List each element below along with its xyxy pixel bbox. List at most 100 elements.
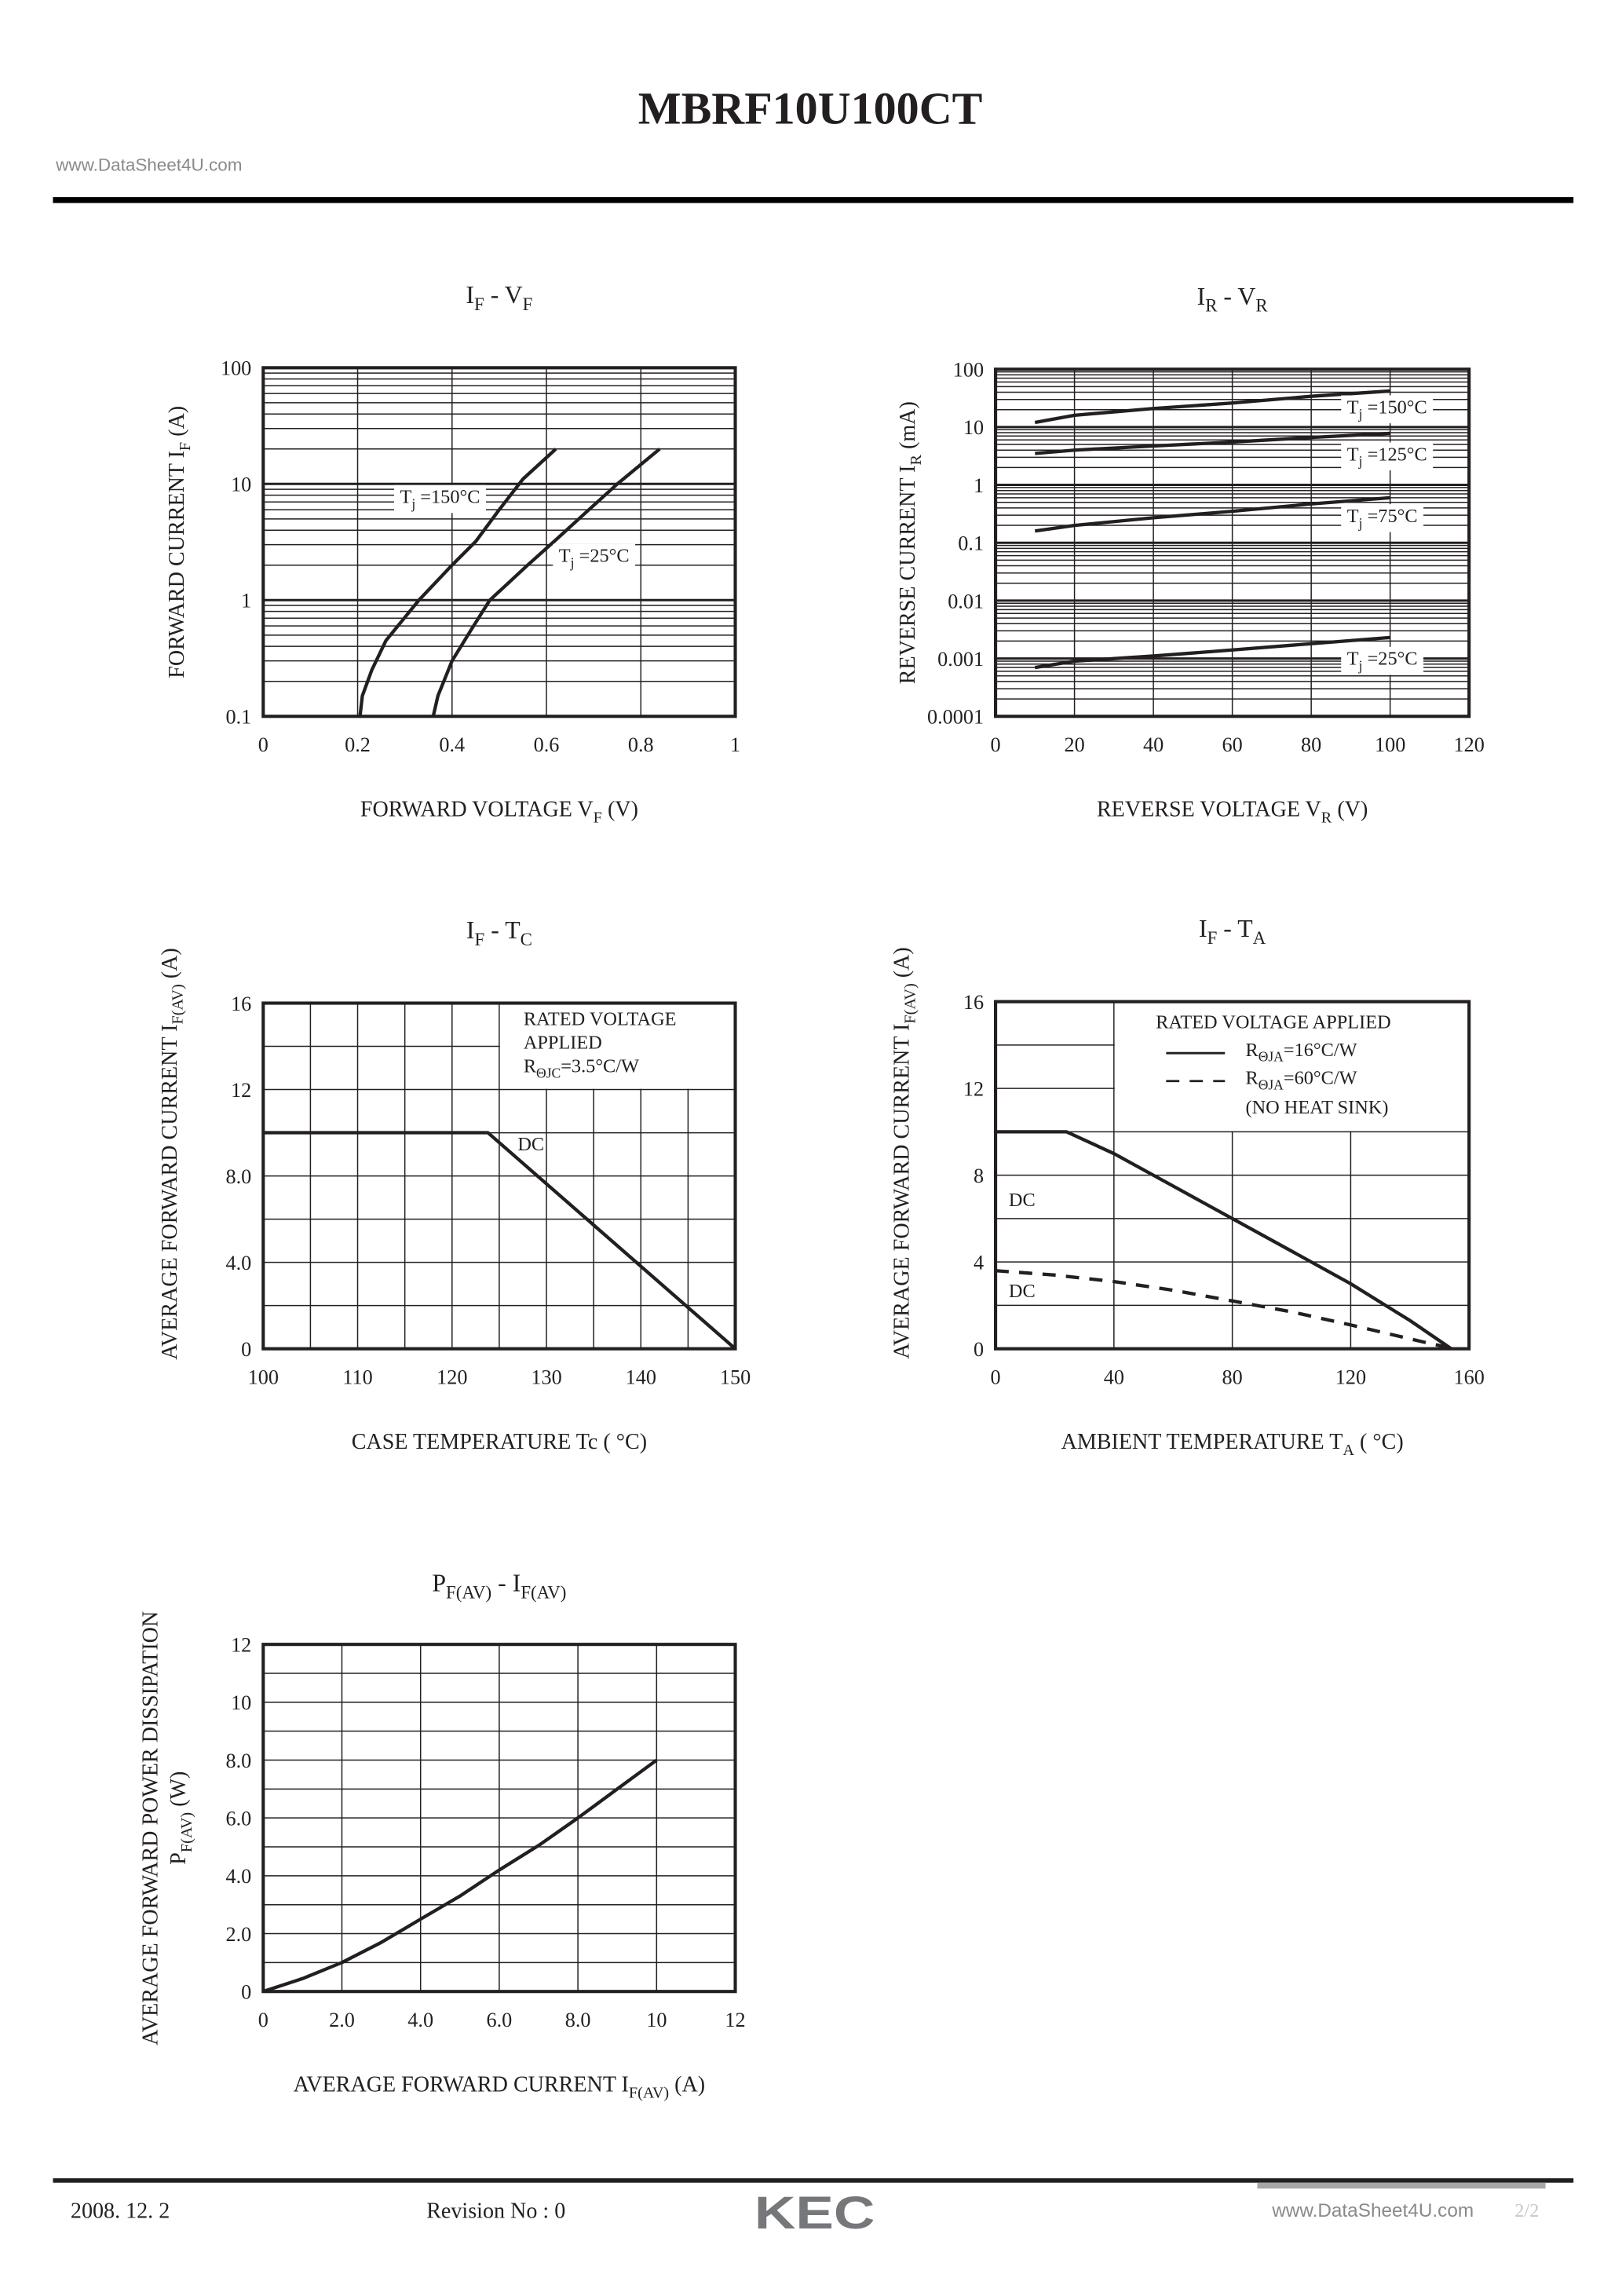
text-segment: (V): [602, 798, 638, 822]
series-line: [262, 1758, 658, 1994]
subscript: A: [1253, 928, 1266, 948]
text-segment: T: [400, 487, 411, 508]
footer-rule: [53, 2178, 1574, 2183]
y-tick-label: 4.0: [226, 1865, 252, 1888]
subscript: F: [594, 809, 602, 826]
subscript: C: [521, 930, 532, 949]
text-segment: AVERAGE FORWARD POWER DISSIPATION: [138, 1611, 163, 2046]
text-segment: =60°C/W: [1284, 1068, 1357, 1089]
subscript: F(AV): [901, 983, 919, 1023]
grid: [263, 1644, 736, 1992]
x-tick-label: 120: [437, 1366, 467, 1389]
text-segment: T: [1347, 397, 1359, 418]
subscript: R: [1205, 296, 1218, 316]
kec-logo: KEC: [754, 2188, 875, 2239]
chart-title: IF - VF: [466, 281, 532, 314]
label-background: [553, 543, 636, 572]
footer-watermark[interactable]: www.DataSheet4U.com: [1271, 2200, 1474, 2221]
text-segment: =150°C: [1362, 397, 1427, 418]
series-label: DC: [1009, 1281, 1036, 1302]
subscript: F: [523, 294, 533, 314]
subscript: R: [908, 455, 925, 466]
legend-note: (NO HEAT SINK): [1245, 1097, 1388, 1118]
series-label: DC: [517, 1134, 544, 1155]
x-tick-label: 6.0: [487, 2009, 513, 2031]
x-tick-label: 10: [646, 2009, 667, 2031]
subscript: F: [474, 294, 484, 314]
y-tick-label: 0.01: [948, 590, 984, 612]
series-line: [995, 1130, 1452, 1351]
x-tick-label: 130: [531, 1366, 561, 1389]
document-title: MBRF10U100CT: [638, 82, 983, 133]
x-tick-label: 0: [991, 733, 1001, 756]
y-tick-label: 6.0: [226, 1808, 252, 1830]
text-segment: R: [1245, 1040, 1259, 1061]
svg-text:KEC: KEC: [754, 2188, 875, 2239]
series-line: [1035, 431, 1390, 455]
text-segment: =150°C: [415, 487, 480, 508]
text-segment: FORWARD CURRENT I: [165, 451, 189, 678]
plot-frame: [994, 367, 1471, 718]
y-tick-label: 4: [974, 1252, 984, 1274]
y-tick-label: 10: [231, 473, 251, 496]
text-segment: =25°C: [1362, 649, 1417, 670]
series-label: Tj =25°C: [559, 546, 630, 571]
y-tick-label: 0.1: [226, 706, 252, 729]
label-background: [1341, 442, 1434, 471]
header-watermark[interactable]: www.DataSheet4U.com: [55, 155, 242, 174]
y-axis-label: AVERAGE FORWARD POWER DISSIPATION: [138, 1611, 163, 2046]
chart-3: 100 110 120 130 140 150 0 4.0 8.0 12 16 IF - TC CASE…: [158, 916, 751, 1454]
page-number: 2/2: [1514, 2200, 1539, 2221]
legend-text: RATED VOLTAGE: [524, 1009, 677, 1030]
series-line-dashed: [995, 1269, 1455, 1351]
text-segment: - V: [1217, 283, 1255, 310]
text-segment: FORWARD VOLTAGE V: [360, 798, 594, 822]
text-segment: ( °C): [1354, 1430, 1404, 1454]
x-tick-label: 12: [725, 2009, 745, 2031]
text-segment: =25°C: [575, 546, 630, 567]
y-tick-label: 0: [241, 1981, 251, 2004]
y-axis-label-unit: PF(AV) (W): [166, 1771, 195, 1865]
text-segment: I: [1199, 915, 1207, 942]
text-segment: AVERAGE FORWARD CURRENT I: [158, 1025, 182, 1360]
series-line: [431, 448, 661, 717]
chart-title: PF(AV) - IF(AV): [432, 1570, 566, 1603]
y-axis-label: REVERSE CURRENT IR (mA): [896, 401, 925, 684]
x-tick-label: 80: [1301, 733, 1321, 756]
y-axis-label: FORWARD CURRENT IF (A): [165, 406, 194, 678]
y-tick-label: 12: [231, 1079, 251, 1102]
text-segment: CASE TEMPERATURE Tc ( °C): [352, 1430, 647, 1454]
chart-5: 0 2.0 4.0 6.0 8.0 10 1202.04.06.08.01012PF(AV)…: [138, 1570, 745, 2102]
x-tick-label: 0.6: [534, 733, 560, 756]
x-tick-label: 80: [1222, 1366, 1243, 1389]
y-tick-label: 16: [963, 991, 984, 1014]
y-tick-label: 8: [974, 1164, 984, 1187]
legend-title: RATED VOLTAGE APPLIED: [1156, 1011, 1390, 1033]
legend-box: [499, 1004, 734, 1089]
x-tick-label: 0.4: [439, 733, 465, 756]
plot-frame: [261, 1643, 737, 1994]
x-tick-label: 1: [730, 733, 740, 756]
x-tick-label: 40: [1104, 1366, 1124, 1389]
legend-text: APPLIED: [524, 1033, 602, 1054]
text-segment: DC: [517, 1134, 544, 1155]
footer-date: 2008. 12. 2: [71, 2199, 170, 2224]
x-tick-label: 110: [342, 1366, 372, 1389]
y-axis-label: AVERAGE FORWARD CURRENT IF(AV) (A): [158, 948, 187, 1360]
label-background: [1341, 395, 1434, 424]
text-segment: - T: [484, 916, 520, 944]
x-tick-label: 150: [720, 1366, 751, 1389]
text-segment: DC: [1009, 1281, 1036, 1302]
legend-entry: RΘJA=16°C/W: [1245, 1040, 1357, 1065]
legend-text: RΘJC=3.5°C/W: [524, 1056, 639, 1081]
legend-box: [1114, 1003, 1468, 1132]
text-segment: APPLIED: [524, 1033, 602, 1054]
subscript: ΘJC: [536, 1065, 561, 1080]
y-tick-label: 0: [241, 1338, 251, 1361]
x-tick-label: 0: [258, 2009, 269, 2031]
subscript: F(AV): [629, 2084, 669, 2101]
x-tick-label: 8.0: [565, 2009, 591, 2031]
x-tick-label: 20: [1064, 733, 1084, 756]
label-background: [393, 484, 486, 514]
